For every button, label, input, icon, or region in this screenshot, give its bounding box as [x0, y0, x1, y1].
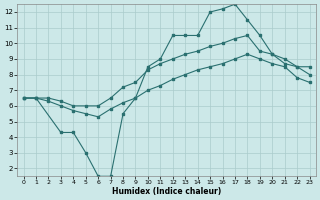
X-axis label: Humidex (Indice chaleur): Humidex (Indice chaleur) — [112, 187, 221, 196]
